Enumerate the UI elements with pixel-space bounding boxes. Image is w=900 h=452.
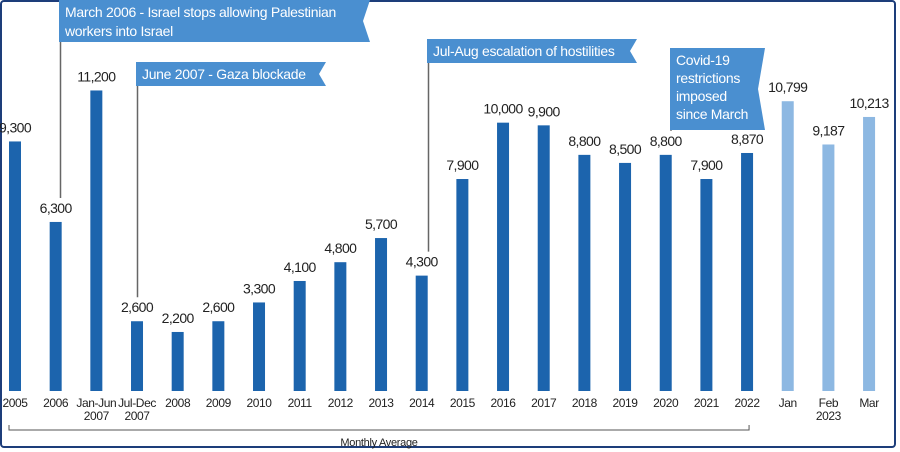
- x-tick-label: Feb: [819, 396, 839, 410]
- data-label: 7,900: [690, 157, 723, 173]
- bar: [822, 144, 835, 391]
- x-tick-label: 2007: [84, 409, 110, 423]
- x-tick-label: 2008: [165, 396, 191, 410]
- annotation-text: Jul-Aug escalation of hostilities: [433, 43, 615, 59]
- data-label: 2,600: [202, 299, 235, 315]
- x-tick-label: Mar: [859, 396, 879, 410]
- data-label: 8,870: [731, 131, 764, 147]
- annotation-text: March 2006 - Israel stops allowing Pales…: [65, 4, 336, 20]
- bar: [863, 116, 876, 391]
- x-tick-label: 2013: [368, 396, 394, 410]
- data-label: 2,200: [162, 310, 195, 326]
- bar: [700, 179, 713, 391]
- data-label: 5,700: [365, 216, 398, 232]
- bar: [741, 152, 754, 391]
- data-label: 10,000: [483, 101, 523, 117]
- x-tick-label: Jul-Dec: [118, 396, 156, 410]
- bracket: [8, 425, 750, 431]
- x-tick-label: 2014: [409, 396, 435, 410]
- bar: [497, 122, 510, 392]
- data-label: 8,500: [609, 141, 642, 157]
- annotation-box: [136, 62, 326, 86]
- bar: [456, 179, 469, 391]
- bar: [212, 321, 225, 391]
- x-tick-label: 2020: [653, 396, 679, 410]
- x-tick-label: 2021: [694, 396, 720, 410]
- bar: [9, 141, 21, 391]
- data-label: 3,300: [243, 280, 276, 296]
- data-label: 8,800: [568, 133, 601, 149]
- annotation-text: restrictions: [676, 70, 740, 86]
- bar: [49, 221, 62, 391]
- annotation-text: June 2007 - Gaza blockade: [142, 66, 306, 82]
- bar: [781, 101, 794, 391]
- annotation-text: since March: [676, 106, 748, 122]
- bar: [578, 154, 591, 391]
- data-label: 2,600: [121, 299, 154, 315]
- bar: [659, 154, 672, 391]
- x-tick-label: 2007: [124, 409, 150, 423]
- x-tick-label: Jan: [779, 396, 797, 410]
- x-tick-label: 2015: [450, 396, 476, 410]
- bracket-label: Monthly Average: [340, 437, 417, 449]
- annotation-box: [59, 0, 370, 42]
- bar: [253, 302, 266, 391]
- bar: [375, 238, 388, 391]
- bar: [293, 280, 306, 391]
- bar: [415, 275, 428, 391]
- bar: [334, 262, 347, 391]
- data-label: 6,300: [40, 200, 73, 216]
- data-label: 4,100: [284, 259, 317, 275]
- annotation-box: [427, 39, 637, 63]
- data-label: 10,213: [849, 95, 889, 111]
- x-tick-label: 2012: [328, 396, 354, 410]
- data-label: 7,900: [446, 157, 479, 173]
- data-label: 9,900: [528, 103, 561, 119]
- data-label: 4,300: [406, 254, 439, 270]
- x-tick-label: 2010: [246, 396, 272, 410]
- data-label: 8,800: [650, 133, 683, 149]
- data-label: 4,800: [324, 240, 357, 256]
- bar: [131, 321, 144, 391]
- x-tick-label: 2018: [572, 396, 598, 410]
- x-tick-label: 2011: [288, 396, 313, 410]
- annotation-box: [670, 48, 765, 130]
- x-tick-label: 2017: [531, 396, 557, 410]
- x-tick-label: 2019: [612, 396, 638, 410]
- data-label: 11,200: [77, 68, 116, 84]
- bar: [90, 90, 103, 391]
- annotation-text: imposed: [676, 88, 727, 104]
- data-label: 9,187: [812, 122, 845, 138]
- data-label: 9,300: [0, 119, 32, 135]
- x-tick-label: 2006: [43, 396, 69, 410]
- x-tick-label: 2005: [2, 396, 28, 410]
- bar: [619, 162, 632, 391]
- x-tick-label: 2022: [735, 396, 761, 410]
- x-tick-label: 2016: [490, 396, 516, 410]
- bar: [537, 125, 550, 391]
- x-tick-label: 2023: [816, 409, 842, 423]
- annotation-text: workers into Israel: [64, 23, 173, 39]
- x-tick-label: 2009: [206, 396, 232, 410]
- bar: [171, 331, 184, 391]
- data-label: 10,799: [768, 79, 808, 95]
- annotation-text: Covid-19: [676, 52, 730, 68]
- x-tick-label: Jan-Jun: [76, 396, 116, 410]
